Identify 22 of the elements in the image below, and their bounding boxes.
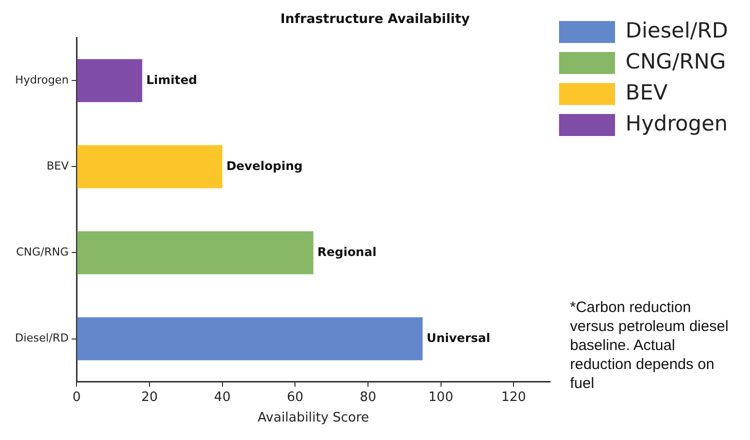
y-tick-label: BEV (46, 160, 70, 173)
x-tick-label: 0 (72, 390, 81, 405)
x-tick-label: 80 (360, 390, 376, 405)
chart-title: Infrastructure Availability (280, 12, 470, 28)
x-tick-label: 100 (428, 390, 454, 405)
data-label: Limited (146, 72, 198, 87)
legend-label: CNG/RNG (626, 49, 726, 74)
x-tick-label: 40 (214, 390, 231, 405)
x-tick-label: 60 (286, 390, 304, 405)
y-tick-label: Diesel/RD (14, 332, 69, 345)
data-label: Regional (317, 244, 376, 259)
legend-label: Hydrogen (626, 111, 728, 136)
data-label: Universal (426, 330, 490, 345)
x-tick-label: 20 (141, 390, 158, 405)
text: *Carbon reduction versus petroleum diesel baseline. Actual reduction depends on fuel (570, 298, 730, 393)
data-label: Developing (226, 158, 303, 173)
x-axis-title: Availability Score (258, 410, 370, 426)
y-tick-label: CNG/RNG (16, 246, 69, 259)
x-tick-label: 120 (501, 390, 526, 405)
legend-label: BEV (626, 80, 668, 104)
legend-label: Diesel/RD (626, 18, 728, 42)
y-tick-label: Hydrogen (15, 73, 69, 86)
